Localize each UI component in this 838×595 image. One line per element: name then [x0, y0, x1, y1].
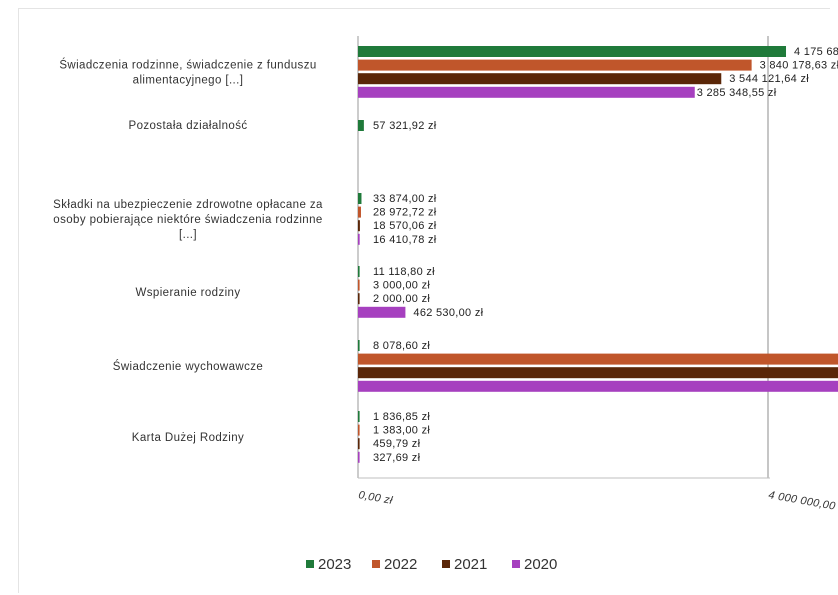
- data-label: 33 874,00 zł: [373, 193, 437, 205]
- data-label: 3 285 348,55 zł: [697, 87, 777, 99]
- legend: 2023 2022 2021 2020: [306, 556, 557, 573]
- data-label: 4 175 684,25 zł: [794, 46, 838, 58]
- bar-2020: [358, 233, 360, 245]
- data-label: 57 321,92 zł: [373, 120, 437, 132]
- bar-2020: [358, 451, 360, 463]
- x-axis-ticks: 0,00 zł4 000 000,00 zł8 000 000,00 zł12 …: [357, 489, 838, 515]
- tick-label: 0,00 zł: [357, 489, 393, 507]
- category-label: Pozostała działalność: [129, 120, 248, 132]
- gridlines: [357, 36, 770, 479]
- category-label: Składki na ubezpieczenie zdrowotne opłac…: [53, 199, 323, 241]
- bar-2022: [358, 279, 360, 291]
- data-label: 16 410,78 zł: [373, 234, 437, 246]
- bar-2020: [358, 86, 695, 98]
- legend-label: 2022: [384, 556, 417, 573]
- data-label: 8 078,60 zł: [373, 340, 430, 352]
- bar-2021: [358, 73, 722, 85]
- bar-2023: [358, 340, 360, 351]
- bar-2022: [358, 59, 752, 71]
- bar-2023: [358, 120, 364, 131]
- bars: [358, 46, 838, 463]
- category-label: Świadczenia rodzinne, świadczenie z fund…: [59, 59, 316, 87]
- data-label: 462 530,00 zł: [413, 307, 483, 319]
- data-label: 327,69 zł: [373, 452, 421, 464]
- data-label: 1 836,85 zł: [373, 411, 430, 423]
- bar-2023: [358, 193, 362, 204]
- bar-2023: [358, 411, 360, 422]
- data-label: 3 840 178,63 zł: [760, 60, 838, 72]
- category-label: Świadczenie wychowawcze: [113, 360, 263, 373]
- data-labels: 4 175 684,25 zł 3 840 178,63 zł3 544 121,…: [373, 46, 838, 464]
- bar-2021: [358, 367, 838, 379]
- legend-label: 2021: [454, 556, 487, 573]
- category-label: Wspieranie rodziny: [136, 287, 241, 299]
- data-label: 2 000,00 zł: [373, 293, 430, 305]
- data-label: 459,79 zł: [373, 438, 421, 450]
- tick-label: 4 000 000,00 zł: [767, 489, 838, 515]
- category-label: Karta Dużej Rodziny: [132, 432, 244, 444]
- bar-2022: [358, 206, 361, 218]
- data-label: 1 383,00 zł: [373, 425, 430, 437]
- data-label: 11 118,80 zł: [373, 266, 435, 278]
- chart-frame: [18, 8, 830, 593]
- data-label: 3 544 121,64 zł: [729, 73, 809, 85]
- category-labels: Świadczenia rodzinne, świadczenie z fund…: [53, 59, 323, 445]
- bar-2022: [358, 424, 360, 436]
- legend-swatch: [306, 560, 314, 568]
- bar-2020: [358, 380, 838, 392]
- bar-2021: [358, 438, 360, 450]
- bar-2023: [358, 46, 787, 57]
- data-label: 3 000,00 zł: [373, 280, 430, 292]
- bar-2023: [358, 266, 360, 277]
- data-label: 18 570,06 zł: [373, 220, 437, 232]
- legend-label: 2020: [524, 556, 557, 573]
- bar-2020: [358, 306, 406, 318]
- legend-label: 2023: [318, 556, 351, 573]
- bar-2021: [358, 220, 360, 232]
- data-label: 28 972,72 zł: [373, 207, 437, 219]
- legend-swatch: [442, 560, 450, 568]
- bar-2021: [358, 293, 360, 305]
- bar-2022: [358, 353, 838, 365]
- legend-swatch: [512, 560, 520, 568]
- legend-swatch: [372, 560, 380, 568]
